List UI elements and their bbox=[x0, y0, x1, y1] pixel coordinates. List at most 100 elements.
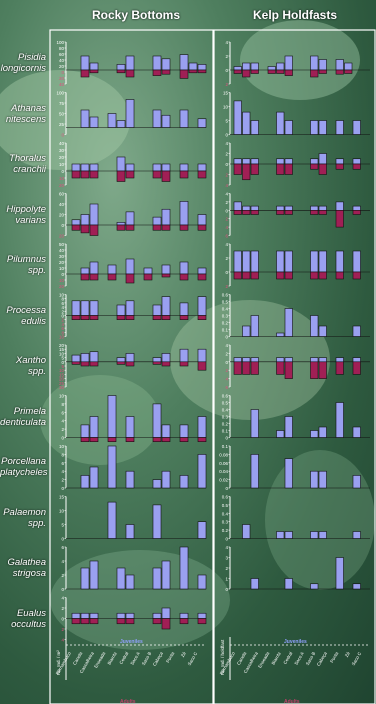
panel-frame-kelp bbox=[213, 29, 376, 704]
x-tick-label: Saco A bbox=[293, 651, 304, 666]
bar-juveniles bbox=[152, 403, 162, 438]
bar-juveniles bbox=[276, 62, 285, 71]
tick-label: 0 bbox=[225, 537, 228, 542]
bar-adults bbox=[143, 273, 153, 281]
tick-label: 0 bbox=[225, 587, 228, 592]
tick-label: 40 bbox=[59, 202, 65, 207]
x-tick-label: Saco C bbox=[351, 650, 363, 666]
bar-juveniles bbox=[284, 578, 293, 590]
bar-juveniles bbox=[233, 357, 242, 363]
bar-juveniles bbox=[352, 583, 361, 590]
bar-juveniles bbox=[250, 357, 259, 363]
tick-label: 0 bbox=[225, 208, 228, 213]
bar-adults bbox=[233, 271, 242, 280]
bar-juveniles bbox=[276, 205, 285, 211]
tick-label: 0 bbox=[225, 486, 228, 491]
bar-adults bbox=[352, 361, 361, 375]
bar-juveniles bbox=[80, 267, 90, 275]
bar-juveniles bbox=[71, 612, 81, 619]
bar-adults bbox=[242, 210, 251, 215]
bar-juveniles bbox=[152, 109, 162, 128]
tick-label: 2 bbox=[225, 82, 228, 87]
bar-juveniles bbox=[152, 479, 162, 489]
bar-juveniles bbox=[310, 55, 319, 71]
bar-juveniles bbox=[242, 524, 251, 539]
bar-juveniles bbox=[125, 258, 135, 275]
bar-adults bbox=[89, 170, 99, 179]
tick-label: 6 bbox=[61, 410, 64, 415]
bar-adults bbox=[152, 361, 162, 365]
tick-label: 20 bbox=[59, 76, 65, 81]
bar-juveniles bbox=[335, 557, 344, 590]
bar-juveniles bbox=[89, 203, 99, 226]
bar-juveniles bbox=[276, 531, 285, 539]
bar-juveniles bbox=[152, 504, 162, 539]
bar-adults bbox=[250, 210, 259, 215]
tick-label: 0.4 bbox=[222, 408, 229, 413]
tick-label: 0.4 bbox=[222, 307, 229, 312]
tick-label: 4 bbox=[225, 343, 228, 348]
tick-label: 0.5 bbox=[222, 503, 229, 508]
species-label: Processa edulis bbox=[6, 304, 46, 327]
tick-label: 10 bbox=[59, 176, 65, 181]
bar-juveniles bbox=[161, 114, 171, 128]
bar-adults bbox=[107, 437, 117, 442]
tick-label: 3 bbox=[225, 556, 228, 561]
tick-label: 0.6 bbox=[222, 394, 229, 399]
x-tick-label: Zé bbox=[180, 651, 187, 658]
bar-adults bbox=[116, 618, 126, 625]
bar-juveniles bbox=[344, 62, 353, 71]
bar-adults bbox=[344, 69, 353, 74]
bar-adults bbox=[71, 224, 81, 231]
bar-juveniles bbox=[318, 250, 327, 273]
bar-juveniles bbox=[89, 466, 99, 489]
bar-juveniles bbox=[310, 120, 319, 135]
tick-label: 25 bbox=[59, 381, 65, 386]
bar-juveniles bbox=[152, 567, 162, 590]
bar-juveniles bbox=[89, 62, 99, 71]
tick-label: 0 bbox=[61, 223, 64, 228]
bar-juveniles bbox=[284, 250, 293, 273]
bar-adults bbox=[197, 361, 207, 371]
bar-adults bbox=[125, 618, 135, 625]
bar-juveniles bbox=[242, 111, 251, 135]
species-label: Galathea strigosa bbox=[7, 557, 46, 579]
species-label: Primela denticulata bbox=[0, 405, 46, 428]
tick-label: 0.3 bbox=[222, 520, 229, 525]
bar-adults bbox=[152, 224, 162, 231]
bar-adults bbox=[125, 437, 135, 442]
tick-label: 0 bbox=[61, 314, 64, 319]
bar-juveniles bbox=[116, 64, 126, 71]
bar-juveniles bbox=[80, 353, 90, 363]
bar-juveniles bbox=[80, 424, 90, 438]
bar-juveniles bbox=[89, 116, 99, 128]
tick-label: 2 bbox=[225, 368, 228, 373]
x-tick-label: Cabeça bbox=[152, 651, 164, 667]
tick-label: 50 bbox=[59, 242, 65, 247]
bar-juveniles bbox=[352, 531, 361, 539]
tick-label: 4 bbox=[225, 192, 228, 197]
tick-label: 0 bbox=[225, 270, 228, 275]
bar-adults bbox=[276, 210, 285, 215]
bar-adults bbox=[179, 224, 189, 231]
tick-label: 0 bbox=[225, 436, 228, 441]
bar-adults bbox=[267, 69, 276, 74]
bar-juveniles bbox=[80, 109, 90, 128]
tick-label: 0 bbox=[61, 169, 64, 174]
tick-label: 10 bbox=[59, 368, 65, 373]
bar-juveniles bbox=[125, 99, 135, 128]
bar-adults bbox=[152, 618, 162, 625]
bar-juveniles bbox=[233, 66, 242, 71]
bar-adults bbox=[250, 361, 259, 375]
bar-adults bbox=[335, 361, 344, 375]
tick-label: 80 bbox=[59, 46, 65, 51]
tick-label: 2 bbox=[61, 627, 64, 632]
bar-adults bbox=[71, 361, 81, 365]
bar-adults bbox=[318, 361, 327, 379]
bar-juveniles bbox=[318, 325, 327, 337]
legend-adults: Adults bbox=[120, 699, 136, 704]
bar-juveniles bbox=[161, 208, 171, 226]
bar-juveniles bbox=[125, 55, 135, 71]
bar-juveniles bbox=[318, 426, 327, 438]
